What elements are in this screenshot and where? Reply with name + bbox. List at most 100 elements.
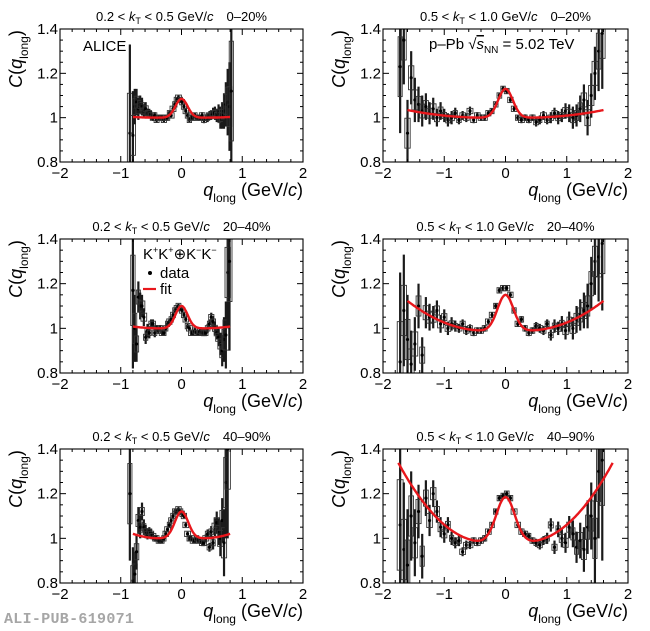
data-point (133, 572, 137, 576)
systematic-box (599, 449, 606, 506)
data-point (589, 514, 593, 518)
data-point (180, 308, 184, 313)
systematic-box (140, 312, 148, 322)
systematic-box (580, 539, 587, 561)
legend-header: K+K+⊕K−K− (143, 245, 217, 263)
data-point (453, 541, 457, 545)
y-tick-label: 1.2 (360, 486, 381, 503)
data-point (563, 541, 568, 545)
data-point (589, 282, 593, 286)
data-point (545, 322, 549, 326)
systematic-box (226, 239, 233, 302)
data-point (578, 107, 582, 111)
y-axis-title: C(qlong) (6, 450, 31, 508)
data-point (442, 532, 446, 536)
data-point (431, 492, 435, 496)
data-point (494, 304, 498, 308)
systematic-box (411, 527, 418, 559)
y-tick-label: 0.8 (37, 575, 58, 592)
data-point (453, 111, 457, 115)
experiment-label: ALICE (83, 38, 126, 55)
systematic-box (503, 285, 511, 292)
y-tick-label: 1.4 (360, 21, 381, 38)
data-point (200, 113, 204, 118)
data-point (563, 328, 568, 333)
collision-system-label: p–Pb √sNN = 5.02 TeV (429, 36, 574, 56)
panel-bottom-left: −2 −1 0 1 2 0.8 1 1.2 1.4 0.2 < kT < 0.5 GeV/c 40… (6, 429, 307, 626)
systematic-box (415, 499, 422, 525)
data-point (420, 554, 424, 558)
data-point (409, 514, 413, 518)
y-tick-label: 1.2 (37, 65, 58, 82)
data-point (435, 509, 439, 514)
data-point (461, 550, 465, 554)
data-point (153, 331, 157, 335)
panel-bottom-right: −2 −1 0 1 2 0.8 1 1.2 1.4 0.5 < kT < 1.0 GeV/c 40… (329, 429, 632, 626)
systematic-box (518, 316, 525, 323)
data-series (396, 449, 606, 583)
systematic-box (570, 112, 576, 124)
data-point (211, 541, 215, 545)
data-series (126, 29, 234, 162)
data-point (131, 133, 135, 137)
systematic-box (139, 507, 145, 517)
data-point (424, 496, 428, 500)
x-tick-label: 2 (299, 586, 307, 603)
data-point (405, 563, 410, 567)
data-point (420, 353, 424, 357)
x-tick-label: 1 (238, 165, 246, 182)
systematic-box (584, 109, 591, 127)
fit-curve (397, 462, 614, 543)
systematic-box (441, 529, 448, 539)
data-point (134, 550, 139, 554)
data-point (450, 536, 454, 540)
systematic-box (596, 449, 602, 502)
data-point (472, 118, 476, 122)
x-tick-label: −1 (436, 165, 453, 182)
data-point (468, 109, 472, 113)
data-point (187, 326, 191, 330)
legend-label-data: data (160, 265, 190, 282)
data-point (593, 71, 597, 75)
x-tick-label: −1 (112, 586, 129, 603)
data-point (128, 492, 132, 496)
data-point (409, 76, 413, 80)
data-point (600, 31, 604, 36)
data-point (416, 509, 421, 514)
y-tick-label: 0.8 (360, 365, 381, 382)
x-tick-label: 0 (177, 165, 185, 182)
systematic-box (397, 36, 403, 98)
systematic-box (574, 539, 580, 555)
data-point (405, 337, 410, 342)
data-point (549, 523, 553, 527)
data-point (162, 331, 166, 335)
systematic-box (430, 487, 437, 501)
data-point (461, 322, 465, 326)
systematic-box (419, 545, 425, 567)
data-point (519, 118, 524, 122)
y-tick-label: 1.2 (37, 276, 58, 293)
x-axis-title: qlong (GeV/c) (203, 601, 303, 626)
x-tick-label: −2 (374, 586, 391, 603)
data-point (446, 326, 450, 330)
panel-title: 0.2 < kT < 0.5 GeV/c 20–40% (92, 219, 271, 236)
x-axis-title: qlong (GeV/c) (203, 180, 303, 205)
y-tick-label: 1.4 (37, 441, 58, 458)
systematic-box (127, 463, 133, 525)
x-tick-label: −2 (51, 586, 68, 603)
x-tick-label: 1 (563, 376, 571, 393)
data-point (593, 536, 597, 540)
systematic-box (595, 32, 602, 70)
data-point (165, 527, 170, 532)
data-point (589, 93, 593, 98)
systematic-box (419, 346, 426, 364)
data-point (552, 545, 557, 549)
systematic-box (408, 495, 414, 537)
systematic-box (577, 532, 584, 550)
data-point (128, 131, 132, 135)
systematic-box (536, 541, 543, 549)
data-point (435, 116, 439, 120)
systematic-box (404, 318, 411, 361)
systematic-box (562, 537, 569, 548)
data-point (567, 525, 571, 529)
